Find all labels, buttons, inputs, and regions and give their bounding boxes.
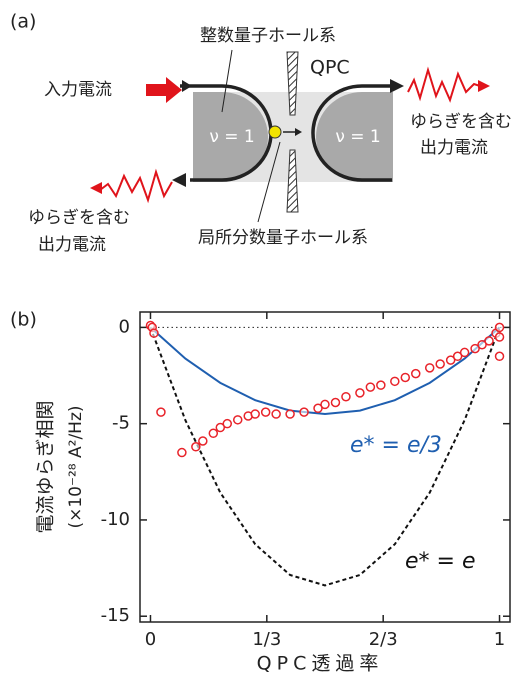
y-axis-label: 電流ゆらぎ相関 xyxy=(35,400,57,533)
quasiparticle xyxy=(269,126,281,138)
page: {"panel_a": {"label": "(a)", "integer_qh… xyxy=(0,0,525,681)
data-point xyxy=(192,443,200,451)
integer-qh-label: 整数量子ホール系 xyxy=(200,26,336,46)
arrowhead xyxy=(478,80,490,92)
output-current-label: ゆらぎを含む xyxy=(410,112,512,132)
y-axis-label: (×10⁻²⁸ A²/Hz) xyxy=(66,405,86,528)
data-point xyxy=(366,383,374,391)
noise-zigzag xyxy=(408,70,480,100)
panel-label: (a) xyxy=(10,11,36,33)
data-point xyxy=(157,408,165,416)
data-point xyxy=(436,360,444,368)
data-point xyxy=(199,437,207,445)
arrowhead xyxy=(390,79,404,93)
data-point xyxy=(300,408,308,416)
output-current-label: 出力電流 xyxy=(420,138,488,158)
x-tick-label: 0 xyxy=(145,629,156,650)
y-tick-label: -15 xyxy=(101,605,130,626)
data-point xyxy=(496,333,504,341)
y-tick-label: -10 xyxy=(101,509,130,530)
curve-label: e* = e xyxy=(405,549,476,574)
data-point xyxy=(485,337,493,345)
data-point xyxy=(272,410,280,418)
curve xyxy=(150,327,499,585)
filling-factor: ν = 1 xyxy=(209,127,254,147)
data-point xyxy=(286,410,294,418)
data-point xyxy=(234,416,242,424)
data-point xyxy=(496,352,504,360)
data-point xyxy=(223,420,231,428)
x-tick-label: 2/3 xyxy=(369,629,398,650)
data-point xyxy=(251,410,259,418)
arrowhead xyxy=(172,173,186,187)
data-point xyxy=(461,348,469,356)
data-point xyxy=(150,329,158,337)
noise-zigzag xyxy=(100,172,172,200)
arrowhead xyxy=(182,80,192,92)
curve-label: e* = e/3 xyxy=(350,433,442,458)
x-axis-label: QPC透過率 xyxy=(257,653,384,675)
figure: (a) 整数量子ホール系 QPC 入力電流 ゆらぎを含む 出力電流 ν = 1 … xyxy=(0,0,525,681)
local-fractional-qh-label: 局所分数量子ホール系 xyxy=(198,228,368,248)
data-point xyxy=(391,377,399,385)
input-arrow xyxy=(146,77,182,103)
x-tick-label: 1/3 xyxy=(252,629,281,650)
data-point xyxy=(262,408,270,416)
data-point xyxy=(412,370,420,378)
data-point xyxy=(401,373,409,381)
qpc-label: QPC xyxy=(310,57,350,79)
input-current-label: 入力電流 xyxy=(44,80,112,100)
diagram: (a) 整数量子ホール系 QPC 入力電流 ゆらぎを含む 出力電流 ν = 1 … xyxy=(10,11,512,256)
filling-factor: ν = 1 xyxy=(335,127,380,147)
x-tick-label: 1 xyxy=(494,629,505,650)
data-point xyxy=(331,398,339,406)
data-point xyxy=(356,389,364,397)
y-tick-label: -5 xyxy=(112,413,130,434)
data-point xyxy=(342,393,350,401)
output-current-label: ゆらぎを含む xyxy=(28,208,130,228)
data-point xyxy=(178,449,186,457)
data-point xyxy=(426,364,434,372)
panel-label: (b) xyxy=(10,309,37,331)
data-point xyxy=(321,400,329,408)
y-tick-label: 0 xyxy=(119,316,130,337)
data-point xyxy=(496,323,504,331)
data-point xyxy=(377,381,385,389)
data-point xyxy=(209,429,217,437)
arrowhead xyxy=(90,182,102,194)
chart: (b) QPC透過率 電流ゆらぎ相関 (×10⁻²⁸ A²/Hz) 0 -5 -10… xyxy=(10,309,510,675)
output-current-label: 出力電流 xyxy=(38,235,106,255)
